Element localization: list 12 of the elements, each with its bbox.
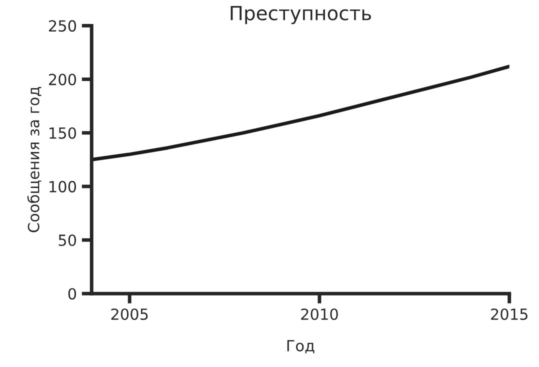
y-tick-label: 150 bbox=[50, 127, 76, 139]
chart-title: Преступность bbox=[230, 6, 371, 24]
y-axis-title: Сообщения за год bbox=[27, 87, 42, 232]
y-tick-label: 50 bbox=[58, 234, 76, 246]
x-tick-label: 2005 bbox=[111, 308, 148, 320]
x-axis-title: Год bbox=[287, 340, 314, 354]
x-tick-label: 2015 bbox=[491, 308, 528, 320]
y-tick-label: 100 bbox=[50, 180, 76, 192]
y-tick-label: 200 bbox=[49, 74, 76, 86]
y-tick-label: 250 bbox=[49, 20, 76, 32]
x-tick-label: 2010 bbox=[301, 308, 338, 320]
y-tick-label: 0 bbox=[68, 288, 76, 300]
